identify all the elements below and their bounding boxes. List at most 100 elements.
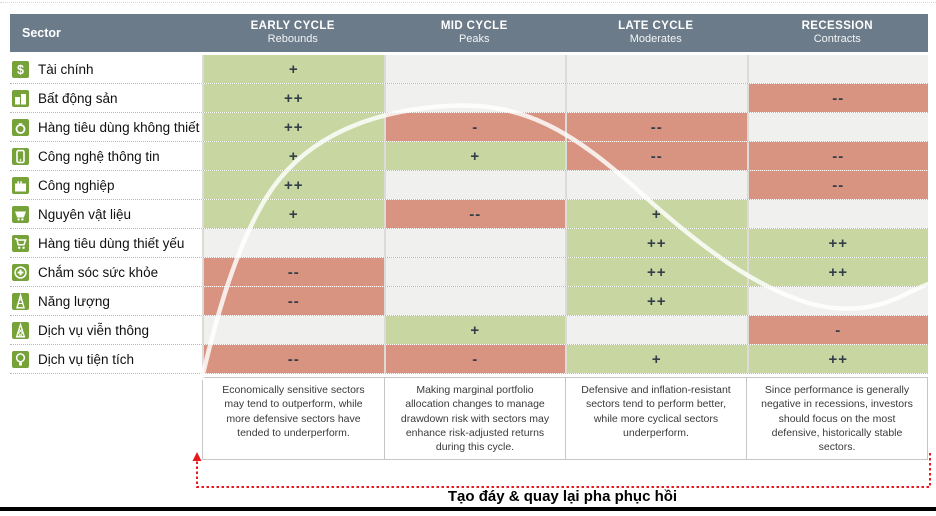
phase-title: RECESSION bbox=[801, 19, 873, 32]
cell-late: ++ bbox=[565, 258, 747, 286]
cell-late bbox=[565, 316, 747, 344]
table-row: Dịch vụ tiện tích -- - + ++ bbox=[10, 345, 928, 374]
phase-subtitle: Peaks bbox=[458, 33, 490, 46]
cell-recession: -- bbox=[746, 171, 928, 199]
cell-late bbox=[565, 171, 747, 199]
sector-label: Tài chính bbox=[38, 61, 94, 77]
cell-late: + bbox=[565, 345, 747, 373]
phase-subtitle: Contracts bbox=[813, 33, 861, 46]
footnote-row: Economically sensitive sectors may tend … bbox=[202, 377, 928, 460]
building-icon bbox=[12, 89, 29, 107]
phase-subtitle: Moderates bbox=[629, 33, 682, 46]
sector-cell: Chắm sóc sức khỏe bbox=[10, 258, 202, 286]
sector-cell: Công nghiệp bbox=[10, 171, 202, 199]
cell-early: ++ bbox=[202, 171, 384, 199]
cell-mid: - bbox=[383, 113, 565, 141]
sector-cell: Hàng tiêu dùng không thiết yếu bbox=[10, 113, 225, 141]
sector-label: Hàng tiêu dùng thiết yếu bbox=[38, 235, 185, 251]
table-row: Hàng tiêu dùng không thiết yếu ++ - -- bbox=[10, 113, 928, 142]
cell-recession bbox=[746, 113, 928, 141]
footnote-recession: Since performance is generally negative … bbox=[746, 378, 927, 459]
sector-label: Dịch vụ tiện tích bbox=[38, 351, 135, 367]
footnote-mid: Making marginal portfolio allocation cha… bbox=[384, 378, 565, 459]
cell-recession: - bbox=[746, 316, 928, 344]
cell-recession bbox=[746, 55, 928, 83]
medical-cross-icon bbox=[12, 263, 29, 281]
phase-title: MID CYCLE bbox=[440, 19, 508, 32]
cell-early bbox=[202, 229, 384, 257]
table-header: Sector EARLY CYCLE Rebounds MID CYCLE Pe… bbox=[10, 14, 928, 52]
sector-label: Chắm sóc sức khỏe bbox=[38, 264, 159, 280]
cell-mid: - bbox=[383, 345, 565, 373]
light-bulb-icon bbox=[12, 350, 29, 368]
sector-cell: Nguyên vật liệu bbox=[10, 200, 202, 228]
mining-cart-icon bbox=[12, 205, 29, 223]
cell-recession: ++ bbox=[746, 229, 928, 257]
footnote-late: Defensive and inflation-resistant sector… bbox=[565, 378, 746, 459]
radio-tower-icon bbox=[12, 321, 29, 339]
table-row: Hàng tiêu dùng thiết yếu ++ ++ bbox=[10, 229, 928, 258]
sector-label: Dịch vụ viễn thông bbox=[38, 322, 150, 338]
cell-mid: -- bbox=[383, 200, 565, 228]
shopping-cart-icon bbox=[12, 234, 29, 252]
header-late-cycle: LATE CYCLE Moderates bbox=[565, 14, 747, 52]
sector-label: Hàng tiêu dùng không thiết yếu bbox=[38, 119, 225, 135]
sector-column-header: Sector bbox=[22, 26, 61, 40]
footnote-early: Economically sensitive sectors may tend … bbox=[222, 384, 365, 439]
cell-early: ++ bbox=[202, 113, 384, 141]
cell-early bbox=[202, 316, 384, 344]
cell-mid: + bbox=[383, 316, 565, 344]
sector-label: Công nghiệp bbox=[38, 177, 115, 193]
sector-label: Bất động sản bbox=[38, 90, 118, 106]
cell-late: + bbox=[565, 200, 747, 228]
cycle-table: Sector EARLY CYCLE Rebounds MID CYCLE Pe… bbox=[10, 14, 928, 460]
cell-mid bbox=[383, 229, 565, 257]
sector-cell: Hàng tiêu dùng thiết yếu bbox=[10, 229, 202, 257]
sector-cell: Bất động sản bbox=[10, 84, 202, 112]
table-row: Bất động sản ++ -- bbox=[10, 84, 928, 113]
cell-mid bbox=[383, 55, 565, 83]
cell-late bbox=[565, 55, 747, 83]
dollar-icon: $ bbox=[12, 60, 29, 78]
cell-mid bbox=[383, 258, 565, 286]
header-mid-cycle: MID CYCLE Peaks bbox=[384, 14, 566, 52]
cell-late: ++ bbox=[565, 229, 747, 257]
smartphone-icon bbox=[12, 147, 29, 165]
cell-recession: ++ bbox=[746, 345, 928, 373]
header-early-cycle: EARLY CYCLE Rebounds bbox=[202, 14, 384, 52]
sector-cell: Dịch vụ tiện tích bbox=[10, 345, 202, 373]
cell-mid: + bbox=[383, 142, 565, 170]
cell-recession bbox=[746, 200, 928, 228]
cell-late bbox=[565, 84, 747, 112]
bottom-divider bbox=[0, 507, 936, 511]
factory-icon bbox=[12, 176, 29, 194]
cell-early: ++ bbox=[202, 84, 384, 112]
ring-icon bbox=[12, 118, 29, 136]
sector-label: Nguyên vật liệu bbox=[38, 206, 132, 222]
phase-title: LATE CYCLE bbox=[618, 19, 694, 32]
cell-early: + bbox=[202, 55, 384, 83]
sector-cell: $ Tài chính bbox=[10, 55, 202, 83]
sector-label: Năng lượng bbox=[38, 293, 110, 309]
cell-early: + bbox=[202, 142, 384, 170]
table-row: Nguyên vật liệu + -- + bbox=[10, 200, 928, 229]
sector-cell: Dịch vụ viễn thông bbox=[10, 316, 202, 344]
table-row: Năng lượng -- ++ bbox=[10, 287, 928, 316]
cell-early: + bbox=[202, 200, 384, 228]
cell-recession: -- bbox=[746, 142, 928, 170]
cell-late: -- bbox=[565, 142, 747, 170]
header-recession: RECESSION Contracts bbox=[747, 14, 929, 52]
table-row: $ Tài chính + bbox=[10, 55, 928, 84]
phase-subtitle: Rebounds bbox=[267, 33, 318, 46]
cell-early: -- bbox=[202, 287, 384, 315]
cell-recession: ++ bbox=[746, 258, 928, 286]
cell-late: ++ bbox=[565, 287, 747, 315]
oil-derrick-icon bbox=[12, 292, 29, 310]
sector-cell: Công nghệ thông tin bbox=[10, 142, 202, 170]
cell-early: -- bbox=[202, 345, 384, 373]
phase-title: EARLY CYCLE bbox=[250, 19, 335, 32]
table-body: $ Tài chính + Bất động sản ++ bbox=[10, 55, 928, 374]
sector-label: Công nghệ thông tin bbox=[38, 148, 160, 164]
cell-mid bbox=[383, 287, 565, 315]
cell-recession: -- bbox=[746, 84, 928, 112]
